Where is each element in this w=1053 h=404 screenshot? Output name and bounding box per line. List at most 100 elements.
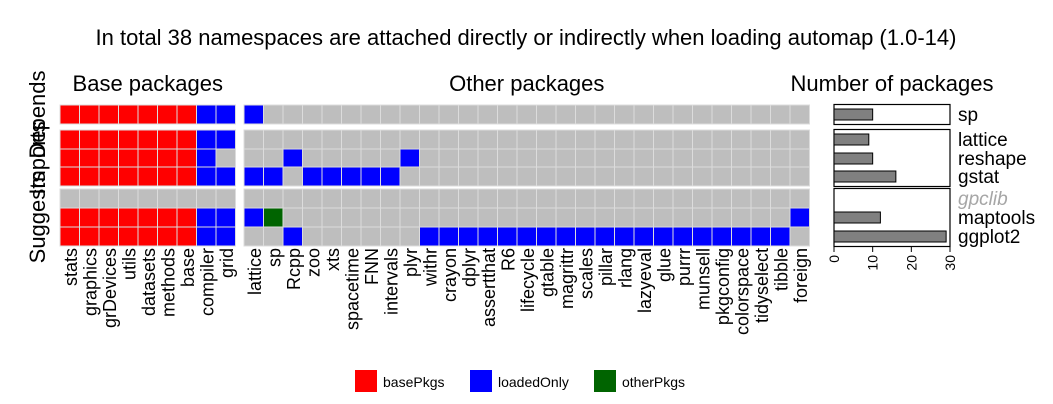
column-label-other-tibble: tibble xyxy=(771,248,791,291)
cell-other-sp-withr xyxy=(419,104,440,125)
cell-base-gstat-stats xyxy=(59,166,80,187)
cell-other-gpclib-gtable xyxy=(536,188,557,209)
cell-other-ggplot2-scales xyxy=(575,226,596,247)
cell-base-maptools-methods xyxy=(157,207,178,228)
column-label-other-rlang: rlang xyxy=(615,248,635,288)
cell-other-gpclib-fnn xyxy=(360,188,381,209)
cell-other-ggplot2-sp xyxy=(263,226,284,247)
cell-base-sp-compiler xyxy=(196,104,217,125)
column-label-other-lazyeval: lazyeval xyxy=(635,248,655,313)
cell-other-ggplot2-lifecycle xyxy=(516,226,537,247)
cell-other-ggplot2-intervals xyxy=(380,226,401,247)
cell-other-reshape-tidyselect xyxy=(750,148,771,169)
cell-other-sp-gtable xyxy=(536,104,557,125)
cell-other-sp-dplyr xyxy=(458,104,479,125)
cell-other-lattice-rlang xyxy=(614,129,635,150)
cell-base-gpclib-graphics xyxy=(79,188,100,209)
cell-other-gpclib-dplyr xyxy=(458,188,479,209)
column-label-other-plyr: plyr xyxy=(401,248,421,277)
cell-other-gpclib-magrittr xyxy=(555,188,576,209)
cell-other-reshape-scales xyxy=(575,148,596,169)
row-label-gpclib: gpclib xyxy=(958,189,1008,210)
cell-base-reshape-stats xyxy=(59,148,80,169)
cell-other-lattice-scales xyxy=(575,129,596,150)
cell-base-maptools-grid xyxy=(215,207,236,228)
cell-other-gstat-plyr xyxy=(399,166,420,187)
cell-other-gpclib-glue xyxy=(653,188,674,209)
row-label-ggplot2: ggplot2 xyxy=(958,227,1020,248)
cell-other-reshape-assertthat xyxy=(477,148,498,169)
cell-base-reshape-grdevices xyxy=(98,148,119,169)
column-label-other-munsell: munsell xyxy=(693,248,713,310)
cell-other-gstat-foreign xyxy=(789,166,810,187)
cell-other-ggplot2-magrittr xyxy=(555,226,576,247)
group-label-suggests: Suggests xyxy=(25,172,50,264)
cell-other-maptools-foreign xyxy=(789,207,810,228)
legend-swatch-loadedonly xyxy=(470,370,492,392)
cell-base-sp-base xyxy=(176,104,197,125)
cell-base-reshape-base xyxy=(176,148,197,169)
group-label-imports: Imports xyxy=(25,121,50,194)
cell-other-lattice-spacetime xyxy=(341,129,362,150)
cell-other-lattice-lifecycle xyxy=(516,129,537,150)
cell-other-lattice-fnn xyxy=(360,129,381,150)
cell-other-ggplot2-spacetime xyxy=(341,226,362,247)
column-label-other-magrittr: magrittr xyxy=(557,248,577,309)
cell-other-reshape-gtable xyxy=(536,148,557,169)
cell-other-sp-foreign xyxy=(789,104,810,125)
cell-other-gstat-colorspace xyxy=(731,166,752,187)
cell-other-sp-lattice xyxy=(243,104,264,125)
cell-other-lattice-zoo xyxy=(302,129,323,150)
cell-base-lattice-graphics xyxy=(79,129,100,150)
cell-other-lattice-colorspace xyxy=(731,129,752,150)
cell-base-maptools-datasets xyxy=(137,207,158,228)
cell-other-maptools-lazyeval xyxy=(633,207,654,228)
cell-base-maptools-compiler xyxy=(196,207,217,228)
column-label-other-colorspace: colorspace xyxy=(732,248,752,335)
row-label-reshape: reshape xyxy=(958,149,1027,170)
cell-base-ggplot2-methods xyxy=(157,226,178,247)
cell-base-lattice-compiler xyxy=(196,129,217,150)
cell-other-gpclib-assertthat xyxy=(477,188,498,209)
cell-other-lattice-crayon xyxy=(438,129,459,150)
cell-base-sp-grid xyxy=(215,104,236,125)
cell-base-gpclib-base xyxy=(176,188,197,209)
column-label-other-dplyr: dplyr xyxy=(459,248,479,287)
axis-tick-label-30: 30 xyxy=(942,255,958,271)
cell-other-maptools-intervals xyxy=(380,207,401,228)
panel-header-base-packages: Base packages xyxy=(73,71,223,96)
cell-other-ggplot2-tibble xyxy=(770,226,791,247)
cell-base-reshape-utils xyxy=(118,148,139,169)
cell-other-reshape-pkgconfig xyxy=(711,148,732,169)
cell-base-gpclib-grid xyxy=(215,188,236,209)
cell-other-gstat-intervals xyxy=(380,166,401,187)
cell-other-sp-purrr xyxy=(672,104,693,125)
column-label-base-methods: methods xyxy=(158,248,178,317)
cell-other-lattice-sp xyxy=(263,129,284,150)
cell-other-lattice-pkgconfig xyxy=(711,129,732,150)
cell-other-maptools-sp xyxy=(263,207,284,228)
cell-base-sp-graphics xyxy=(79,104,100,125)
cell-base-sp-grdevices xyxy=(98,104,119,125)
cell-other-maptools-magrittr xyxy=(555,207,576,228)
legend-swatch-otherpkgs xyxy=(594,370,616,392)
cell-other-ggplot2-munsell xyxy=(692,226,713,247)
cell-other-maptools-lifecycle xyxy=(516,207,537,228)
cell-other-reshape-purrr xyxy=(672,148,693,169)
cell-base-maptools-graphics xyxy=(79,207,100,228)
cell-other-gpclib-xts xyxy=(321,188,342,209)
cell-other-gstat-r6 xyxy=(497,166,518,187)
cell-other-reshape-munsell xyxy=(692,148,713,169)
column-label-other-rcpp: Rcpp xyxy=(284,248,304,290)
column-label-base-grid: grid xyxy=(217,248,237,278)
cell-base-ggplot2-base xyxy=(176,226,197,247)
cell-other-sp-sp xyxy=(263,104,284,125)
cell-other-gstat-rlang xyxy=(614,166,635,187)
cell-other-lattice-xts xyxy=(321,129,342,150)
cell-other-gpclib-munsell xyxy=(692,188,713,209)
column-label-other-xts: xts xyxy=(323,248,343,271)
cell-other-gstat-pkgconfig xyxy=(711,166,732,187)
cell-base-lattice-stats xyxy=(59,129,80,150)
cell-base-gstat-compiler xyxy=(196,166,217,187)
cell-other-lattice-intervals xyxy=(380,129,401,150)
